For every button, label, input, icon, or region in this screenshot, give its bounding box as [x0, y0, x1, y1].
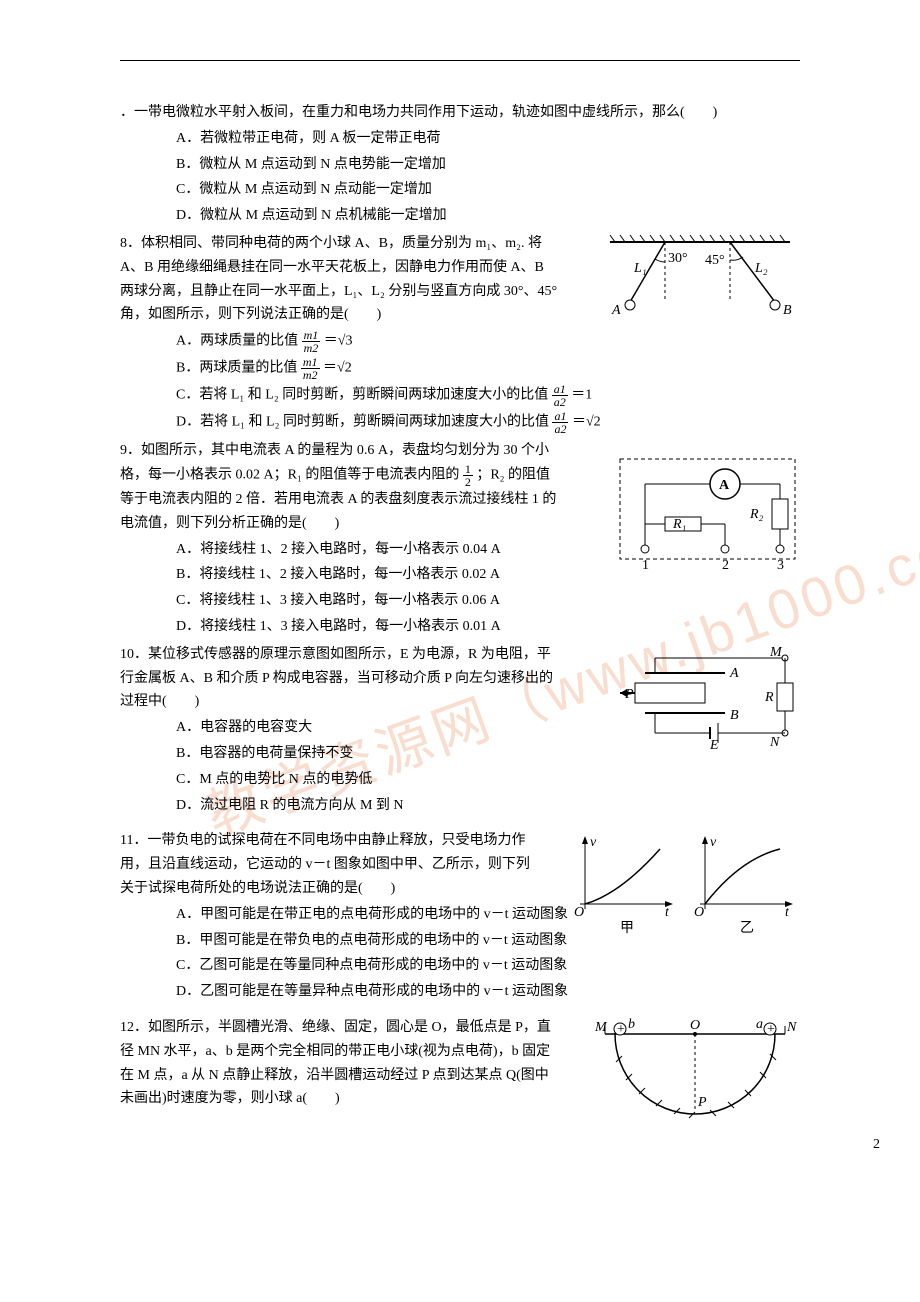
q10-M: M: [769, 645, 783, 660]
q12-a: a: [756, 1017, 763, 1032]
q11-optD: D．乙图可能是在等量异种点电荷形成的电场中的 v－t 运动图象: [120, 980, 800, 1004]
page-number: 2: [873, 1137, 880, 1153]
q8-optA-pre: A．两球质量的比值: [176, 334, 298, 349]
q9-t2: 2: [722, 558, 729, 573]
q8-A: A: [611, 303, 621, 318]
q10-N: N: [769, 735, 780, 750]
q11-O2: O: [694, 905, 704, 920]
q10-optD: D．流过电阻 R 的电流方向从 M 到 N: [120, 794, 800, 818]
q12-b: b: [628, 1017, 635, 1032]
q8-optB: B．两球质量的比值 m1m2 ＝√2: [120, 356, 800, 381]
q11-optC: C．乙图可能是在等量同种点电荷形成的电场中的 v－t 运动图象: [120, 954, 800, 978]
q8-optB-pre: B．两球质量的比值: [176, 361, 297, 376]
q11-optA: A．甲图可能是在带正电的点电荷形成的电场中的 v－t 运动图象: [120, 903, 596, 927]
q8-optA-post: ＝√3: [324, 334, 353, 349]
q8-optD: D．若将 L₁ 和 L₂ 同时剪断，剪断瞬间两球加速度大小的比值 a1a2 ＝√…: [120, 410, 800, 435]
q8-C-den: a2: [552, 396, 568, 408]
q12-stem: 12．如图所示，半圆槽光滑、绝缘、固定，圆心是 O，最低点是 P，直径 MN 水…: [120, 1016, 560, 1111]
q12-N: N: [786, 1020, 797, 1035]
q8-L2: L₂: [754, 261, 768, 276]
q8-optC-post: ＝1: [571, 388, 592, 403]
q11-yi: 乙: [740, 920, 754, 936]
q9-optC: C．将接线柱 1、3 接入电路时，每一小格表示 0.06 A: [120, 589, 800, 613]
q11-t2: t: [785, 905, 790, 920]
q8-B-den: m2: [301, 369, 320, 381]
question-11: v t O 甲 v t O 乙 11．一带负电: [120, 829, 800, 1004]
q9-t1: 1: [642, 558, 649, 573]
q9-den: 2: [463, 476, 473, 488]
q7-optC: C．微粒从 M 点运动到 N 点动能一定增加: [120, 178, 800, 202]
q8-ang2: 45°: [705, 253, 725, 268]
q8-optB-post: ＝√2: [323, 361, 352, 376]
q12-M: M: [594, 1020, 608, 1035]
q8-A-den: m2: [302, 342, 321, 354]
q10-stem: 10．某位移式传感器的原理示意图如图所示，E 为电源，R 为电阻，平行金属板 A…: [120, 643, 560, 714]
q8-stem: 8．体积相同、带同种电荷的两个小球 A、B，质量分别为 m₁、m₂. 将 A、B…: [120, 232, 560, 327]
q7-optD: D．微粒从 M 点运动到 N 点机械能一定增加: [120, 204, 800, 228]
question-12: O P M N + b + a 12．如图所示，半圆槽光滑、绝缘、固定，圆心是 …: [120, 1016, 800, 1111]
question-8: 30° L₁ 45° L₂ A B 8．体积相同、带同种电荷的两个小球 A、B，…: [120, 232, 800, 435]
q11-figure: v t O 甲 v t O 乙: [560, 829, 800, 944]
q9-A: A: [719, 478, 730, 493]
question-10: M R N E A: [120, 643, 800, 818]
q8-D-den: a2: [552, 423, 568, 435]
q10-labA: A: [729, 666, 739, 681]
question-9: A R₂ R₁ 1 2 3: [120, 439, 800, 639]
svg-text:+: +: [617, 1022, 625, 1037]
q7-optB: B．微粒从 M 点运动到 N 点电势能一定增加: [120, 153, 800, 177]
q12-P: P: [697, 1095, 707, 1110]
q12-O: O: [690, 1018, 700, 1033]
q9-R2: R₂: [749, 507, 764, 522]
q8-figure: 30° L₁ 45° L₂ A B: [600, 232, 800, 327]
q8-B: B: [783, 303, 792, 318]
q8-L1: L₁: [633, 261, 647, 276]
q8-optC: C．若将 L₁ 和 L₂ 同时剪断，剪断瞬间两球加速度大小的比值 a1a2 ＝1: [120, 383, 800, 408]
q10-labB: B: [730, 708, 739, 723]
q9-t3: 3: [777, 558, 784, 573]
q12-figure: O P M N + b + a: [590, 1016, 800, 1126]
q10-E: E: [709, 738, 719, 753]
q11-v1: v: [590, 835, 597, 850]
q9-R1: R₁: [672, 517, 686, 532]
svg-text:+: +: [767, 1022, 775, 1037]
q8-ang1: 30°: [668, 251, 688, 266]
question-7: ．一带电微粒水平射入板间，在重力和电场力共同作用下运动，轨迹如图中虚线所示，那么…: [120, 101, 800, 228]
q10-R: R: [764, 690, 774, 705]
q10-optC: C．M 点的电势比 N 点的电势低: [120, 768, 800, 792]
top-rule: [120, 60, 800, 61]
q11-jia: 甲: [620, 921, 634, 936]
q11-stem: 11．一带负电的试探电荷在不同电场中由静止释放，只受电场力作用，且沿直线运动，它…: [120, 829, 540, 900]
q11-O1: O: [574, 905, 584, 920]
q10-figure: M R N E A: [615, 643, 800, 758]
q8-optD-post: ＝√2: [572, 415, 601, 430]
q11-v2: v: [710, 835, 717, 850]
q11-t1: t: [665, 905, 670, 920]
q8-optC-pre: C．若将 L₁ 和 L₂ 同时剪断，剪断瞬间两球加速度大小的比值: [176, 388, 548, 403]
q8-optA: A．两球质量的比值 m1m2 ＝√3: [120, 329, 800, 354]
q9-optD: D．将接线柱 1、3 接入电路时，每一小格表示 0.01 A: [120, 615, 800, 639]
q8-optD-pre: D．若将 L₁ 和 L₂ 同时剪断，剪断瞬间两球加速度大小的比值: [176, 415, 549, 430]
q9-figure: A R₂ R₁ 1 2 3: [615, 454, 800, 579]
q7-stem: ．一带电微粒水平射入板间，在重力和电场力共同作用下运动，轨迹如图中虚线所示，那么…: [120, 101, 800, 125]
page: 教学资源网（www.jb1000.com） ．一带电微粒水平射入板间，在重力和电…: [0, 0, 920, 1173]
q7-optA: A．若微粒带正电荷，则 A 板一定带正电荷: [120, 127, 800, 151]
q9-stem: 9．如图所示，其中电流表 A 的量程为 0.6 A，表盘均匀划分为 30 个小格…: [120, 439, 560, 535]
